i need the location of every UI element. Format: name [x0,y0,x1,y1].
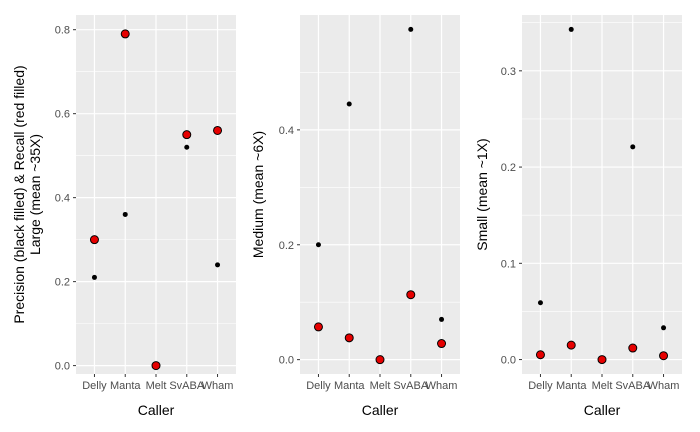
y-tick-label: 0.0 [279,355,294,367]
y-axis-title: Large (mean ~35X) [27,134,43,255]
precision-point [661,325,667,331]
precision-point [537,300,543,306]
x-tick-label: Wham [426,380,458,392]
x-tick-label: Wham [202,380,234,392]
precision-point [215,262,221,268]
x-tick-label: SvABA [615,380,651,392]
x-axis-title: Caller [362,402,399,418]
x-tick-label: Manta [334,380,365,392]
y-axis-title: Precision (black filled) & Recall (red f… [11,65,27,323]
recall-point [182,130,192,140]
recall-point [120,29,130,39]
x-tick-label: Delly [82,380,107,392]
precision-point [439,316,445,322]
x-tick-label: Melt [592,380,613,392]
x-axis-title: Caller [584,402,621,418]
y-tick-label: 0.8 [55,25,70,37]
precision-point [630,144,636,150]
recall-point [628,343,638,353]
y-tick-label: 0.4 [279,125,294,137]
recall-point [535,350,545,360]
precision-point [315,242,321,248]
recall-point [375,355,385,365]
y-tick-label: 0.6 [55,109,70,121]
y-tick-label: 0.3 [501,66,516,78]
x-tick-label: SvABA [393,380,429,392]
y-tick-label: 0.2 [55,277,70,289]
recall-point [89,235,99,245]
x-tick-label: Delly [306,380,331,392]
recall-point [406,290,416,300]
y-tick-label: 0.0 [55,361,70,373]
y-axis-title: Small (mean ~1X) [474,138,490,250]
precision-point [91,274,97,280]
x-tick-label: Wham [648,380,680,392]
recall-point [597,355,607,365]
recall-point [213,125,223,135]
recall-point [659,351,669,361]
x-tick-label: Delly [528,380,553,392]
y-tick-label: 0.1 [501,258,516,270]
precision-point [184,144,190,150]
x-tick-label: Manta [110,380,141,392]
y-tick-label: 0.2 [279,240,294,252]
recall-point [566,340,576,350]
recall-point [313,322,323,332]
x-tick-label: SvABA [169,380,205,392]
precision-point [346,101,352,107]
x-axis-title: Caller [138,402,175,418]
y-tick-label: 0.4 [55,193,70,205]
y-tick-label: 0.0 [501,355,516,367]
x-tick-label: Melt [370,380,391,392]
recall-point [437,339,447,349]
x-tick-label: Melt [146,380,167,392]
x-tick-label: Manta [556,380,587,392]
precision-point [568,26,574,32]
y-tick-label: 0.2 [501,162,516,174]
y-axis-title: Medium (mean ~6X) [250,131,266,258]
precision-point [408,26,414,32]
precision-point [122,211,128,217]
recall-point [151,361,161,371]
recall-point [344,333,354,343]
